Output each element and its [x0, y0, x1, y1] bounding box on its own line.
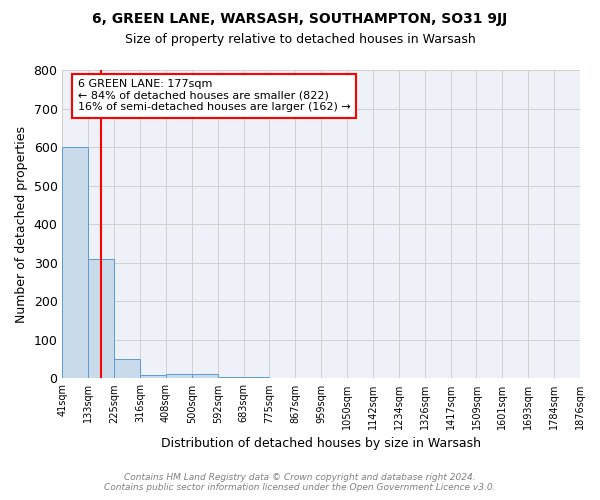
Bar: [140, 374, 166, 378]
X-axis label: Distribution of detached houses by size in Warsash: Distribution of detached houses by size …: [161, 437, 481, 450]
Bar: [218, 376, 244, 378]
Bar: [244, 376, 269, 378]
Text: Size of property relative to detached houses in Warsash: Size of property relative to detached ho…: [125, 32, 475, 46]
Text: 6, GREEN LANE, WARSASH, SOUTHAMPTON, SO31 9JJ: 6, GREEN LANE, WARSASH, SOUTHAMPTON, SO3…: [92, 12, 508, 26]
Bar: [192, 374, 218, 378]
Bar: [166, 374, 192, 378]
Text: Contains HM Land Registry data © Crown copyright and database right 2024.
Contai: Contains HM Land Registry data © Crown c…: [104, 473, 496, 492]
Y-axis label: Number of detached properties: Number of detached properties: [15, 126, 28, 322]
Bar: [62, 147, 88, 378]
Bar: [88, 259, 114, 378]
Text: 6 GREEN LANE: 177sqm
← 84% of detached houses are smaller (822)
16% of semi-deta: 6 GREEN LANE: 177sqm ← 84% of detached h…: [78, 80, 350, 112]
Bar: [114, 359, 140, 378]
